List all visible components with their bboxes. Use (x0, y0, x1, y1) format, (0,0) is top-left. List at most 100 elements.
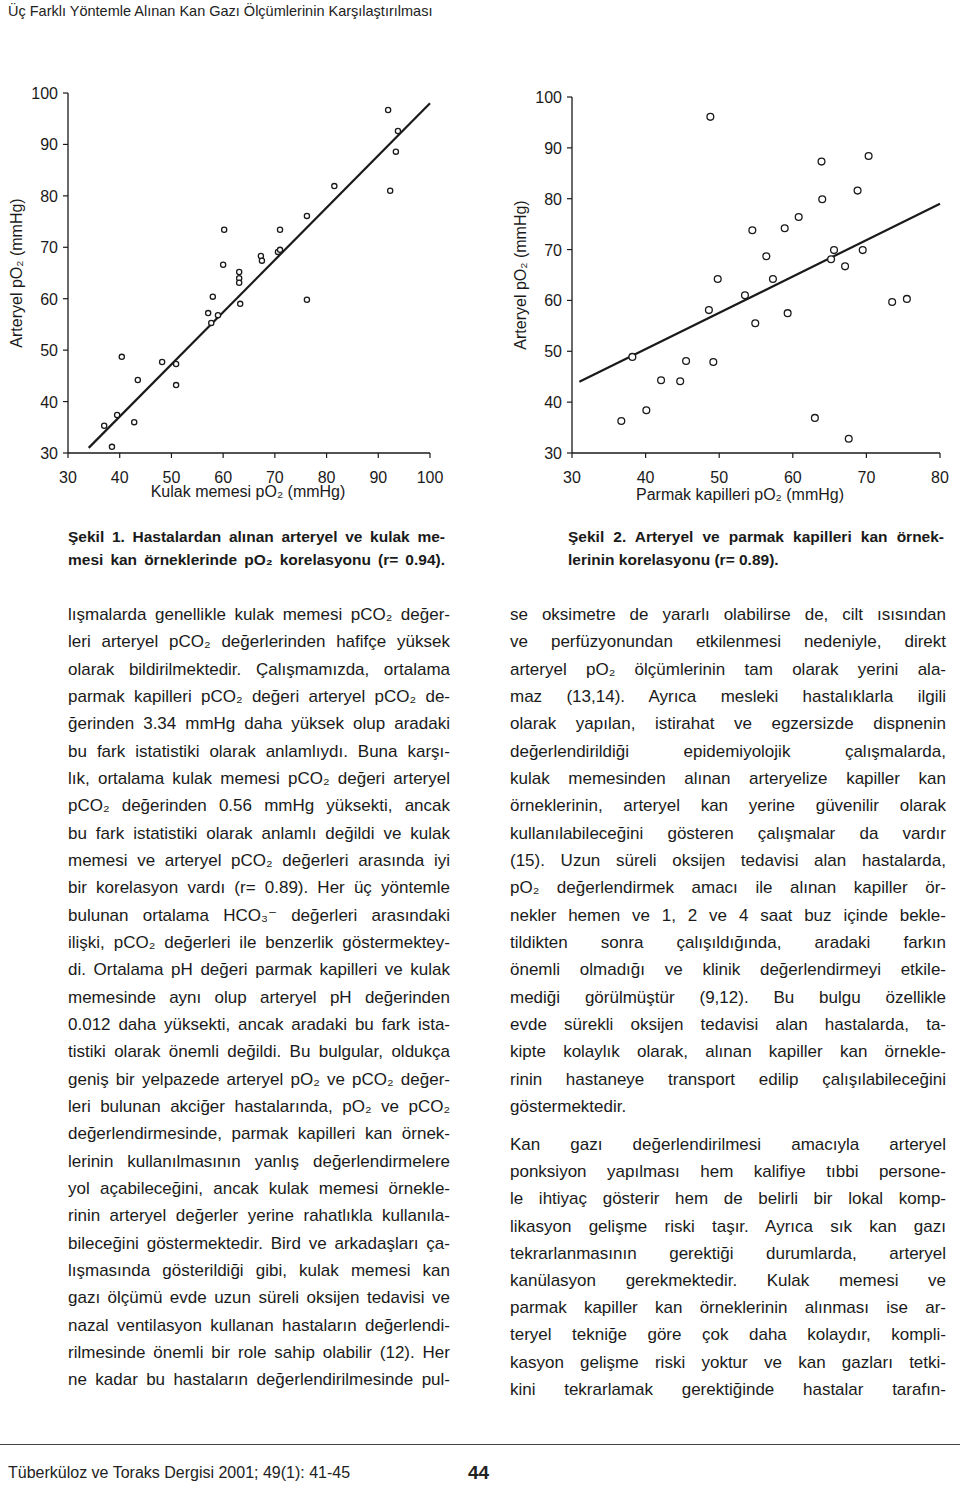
body-text: bu fark istatistiki olarak anlamlı değil… (68, 823, 450, 845)
data-point (845, 435, 852, 442)
y-tick-label: 100 (31, 85, 58, 102)
body-text: ilişki, pCO₂ değerleri ile benzerlik gös… (68, 932, 450, 954)
x-tick-label: 80 (931, 469, 949, 486)
x-tick (223, 453, 224, 458)
body-text: (15). Uzun süreli oksijen tedavisi alan … (510, 850, 946, 872)
data-point (811, 415, 818, 422)
body-text: lışmalarda genellikle kulak memesi pCO₂ … (68, 604, 450, 626)
y-tick-label: 30 (40, 445, 58, 462)
data-point (115, 412, 120, 417)
figure-caption: Şekil 1. Hastalardan alınan arteryel ve … (68, 526, 445, 548)
data-point (818, 158, 825, 165)
body-text: yol açabileceğini, ancak kulak memesi ör… (68, 1178, 450, 1200)
body-text: memesinde aynı olup arteryel pH değerind… (68, 987, 450, 1009)
body-text: parmak kapilleri pCO₂ değeri arteryel pC… (68, 686, 450, 708)
data-point (102, 423, 107, 428)
body-text: lerinin kullanılmasının yanlış değerlend… (68, 1151, 450, 1173)
data-point (742, 292, 749, 299)
data-point (831, 247, 838, 254)
data-point (658, 377, 665, 384)
body-text: tekrarlanmasının gerektiği durumlarda, a… (510, 1243, 946, 1265)
y-tick-label: 50 (544, 343, 562, 360)
x-axis-title: Kulak memesi pO₂ (mmHg) (151, 483, 346, 500)
body-text: lışmasında gösterildiği gibi, kulak meme… (68, 1260, 450, 1282)
x-tick (645, 453, 646, 458)
data-point (259, 258, 264, 263)
body-text: kasyon gelişme riski yoktur ve kan gazla… (510, 1352, 946, 1374)
data-point (714, 276, 721, 283)
x-tick (274, 453, 275, 458)
x-tick-label: 60 (784, 469, 802, 486)
y-axis (67, 93, 68, 453)
figure-caption: mesi kan örneklerinde pO₂ korelasyonu (r… (68, 549, 445, 571)
body-text: ve perfüzyonundan etkilenmesi nedeniyle,… (510, 631, 946, 653)
trend-line (89, 103, 430, 448)
y-tick (567, 452, 572, 453)
data-point (393, 149, 398, 154)
data-point (707, 113, 714, 120)
y-tick (567, 198, 572, 199)
y-tick-label: 60 (40, 291, 58, 308)
y-tick-label: 50 (40, 342, 58, 359)
x-tick (939, 453, 940, 458)
body-text: ğerinden 3.34 mmHg daha yüksek olup arad… (68, 713, 450, 735)
x-tick-label: 100 (417, 469, 444, 486)
y-tick (63, 350, 68, 351)
body-text: teryel tekniğe göre çok daha kolaydır, k… (510, 1324, 946, 1346)
body-text: evde sürekli oksijen tedavisi alan hasta… (510, 1014, 946, 1036)
y-tick-label: 70 (544, 242, 562, 259)
body-text: bulunan ortalama HCO₃⁻ değerleri arasınd… (68, 905, 450, 927)
body-text: bir korelasyon vardı (r= 0.89). Her üç y… (68, 877, 450, 899)
body-text: pO₂ değerlendirmek amacı ile alınan kapi… (510, 877, 946, 899)
y-tick (63, 452, 68, 453)
data-point (770, 276, 777, 283)
data-point (710, 359, 717, 366)
data-point (828, 256, 835, 263)
body-text: göstermektedir. (510, 1096, 946, 1118)
data-point (277, 227, 282, 232)
data-point (237, 269, 242, 274)
y-tick (63, 247, 68, 248)
body-text: örneklerinin, arteryel kan yerine güveni… (510, 795, 946, 817)
data-point (859, 247, 866, 254)
data-point (119, 354, 124, 359)
data-point (763, 253, 770, 260)
y-tick (567, 351, 572, 352)
y-tick (567, 147, 572, 148)
body-text: değerlendirmesinde, parmak kapilleri kan… (68, 1123, 450, 1145)
x-axis-title: Parmak kapilleri pO₂ (mmHg) (636, 486, 844, 503)
y-tick (567, 96, 572, 97)
x-tick (792, 453, 793, 458)
body-text: gazı ölçümü evde uzun süreli oksijen ted… (68, 1287, 450, 1309)
data-point (842, 263, 849, 270)
trend-line (579, 204, 940, 382)
y-tick-label: 80 (544, 191, 562, 208)
body-text: se oksimetre de yararlı olabilirse de, c… (510, 604, 946, 626)
data-point (109, 444, 114, 449)
running-title: Üç Farklı Yöntemle Alınan Kan Gazı Ölçüm… (8, 3, 432, 19)
y-tick-label: 40 (544, 394, 562, 411)
x-tick (429, 453, 430, 458)
footer-rule (0, 1444, 960, 1445)
body-text: ponksiyon yapılması hem kalifiye tıbbi p… (510, 1161, 946, 1183)
data-point (222, 227, 227, 232)
body-text: kanülasyon gerekmektedir. Kulak memesi v… (510, 1270, 946, 1292)
page-number: 44 (468, 1462, 489, 1484)
data-point (215, 313, 220, 318)
y-tick-label: 90 (544, 140, 562, 157)
x-tick (171, 453, 172, 458)
figure-caption: Şekil 2. Arteryel ve parmak kapilleri ka… (568, 526, 944, 548)
data-point (865, 153, 872, 160)
body-text: nekler hemen ve 1, 2 ve 4 saat buz içind… (510, 905, 946, 927)
body-text: bu fark istatistiki olarak anlamlıydı. B… (68, 741, 450, 763)
body-text: kullanılabileceğini gösteren çalışmalar … (510, 823, 946, 845)
data-point (238, 301, 243, 306)
x-tick-label: 40 (111, 469, 129, 486)
data-point (388, 188, 393, 193)
x-tick-label: 70 (858, 469, 876, 486)
body-text: rinin hastaneye transport edilip çalışıl… (510, 1069, 946, 1091)
y-tick (567, 300, 572, 301)
body-text: tildikten sonra çalışıldığında, aradaki … (510, 932, 946, 954)
data-point (854, 187, 861, 194)
y-tick-label: 100 (535, 89, 562, 106)
